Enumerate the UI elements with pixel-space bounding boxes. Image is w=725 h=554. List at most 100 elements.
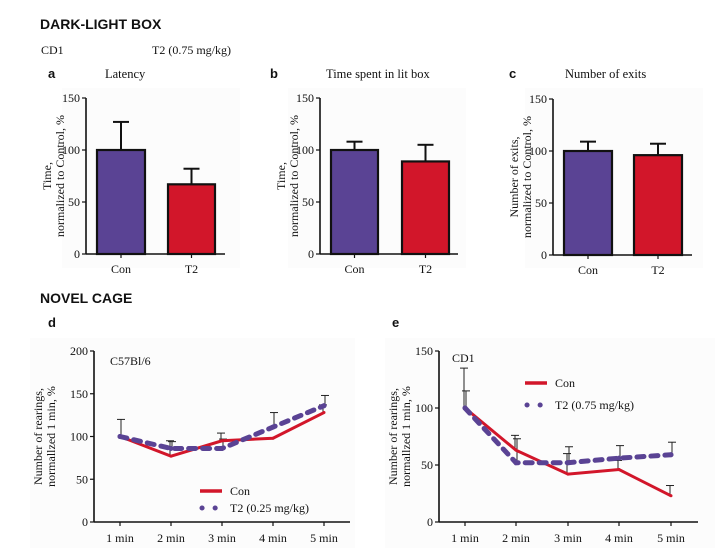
panel-c-title: Number of exits [565,67,647,81]
data-point [168,445,174,451]
plot-background [30,338,355,548]
data-point [617,468,621,472]
y-axis-label-line: Number of rearings, [386,388,400,485]
data-point [566,472,570,476]
panel-d-letter: d [48,315,56,330]
y-axis-label-line: Time, [274,162,288,190]
y-axis-label-line: normalized to Control, % [53,115,67,237]
y-tick-label: 0 [541,248,547,262]
x-tick-label: Con [111,262,131,276]
panel-e-letter: e [392,315,400,330]
y-axis-label-line: Time, [40,162,54,190]
y-tick-label: 50 [76,472,88,486]
bar-con [329,148,380,256]
y-tick-label: 100 [415,401,433,415]
x-tick-label: Con [578,263,598,277]
y-tick-label: 200 [70,344,88,358]
data-point [668,452,674,458]
y-tick-label: 50 [302,195,314,209]
x-tick-label: 1 min [451,531,479,545]
dose-label: T2 (0.75 mg/kg) [152,43,231,57]
data-point [321,403,327,409]
y-tick-label: 0 [82,515,88,529]
x-tick-label: T2 [651,263,664,277]
strain-label: CD1 [41,43,64,57]
data-point [462,405,468,411]
y-tick-label: 0 [308,247,314,261]
y-tick-label: 150 [296,91,314,105]
y-axis-label: Time,normalized to Control, % [40,115,67,237]
y-tick-label: 100 [70,430,88,444]
x-tick-label: 4 min [259,531,287,545]
y-tick-label: 150 [529,92,547,106]
x-tick-label: 2 min [157,531,185,545]
data-point [169,454,173,458]
dark-light-box-title: DARK-LIGHT BOX [40,16,162,32]
y-axis-label: Number of rearings,normallzed 1 min, % [31,386,58,487]
legend-label: Con [230,484,250,498]
y-axis-label: Number of rearings,normallzed 1 min, % [386,386,413,487]
panel-c-letter: c [509,66,517,81]
panel-e-chart: 0 50 100 150 Number of rearings,normallzed 1… [385,338,715,548]
x-tick-label: 5 min [310,531,338,545]
data-point [220,439,224,443]
data-point [669,494,673,498]
panel-b-chart: 0 50 100 150 Time,normalized to Control, % Co… [274,88,466,276]
panel-b-letter: b [270,66,278,81]
plot-background [385,338,715,548]
x-tick-label: T2 [419,262,432,276]
panel-a-chart: 0 50 100 150 Time,normalized to Control, % Co… [40,88,240,276]
x-tick-label: 3 min [208,531,236,545]
bar-t2 [166,183,217,256]
y-tick-label: 150 [62,91,80,105]
x-tick-label: 2 min [502,531,530,545]
y-axis-label-line: Number of rearings, [31,388,45,485]
y-axis-label-line: normallzed 1 min, % [44,386,58,487]
panel-a-title: Latency [105,67,146,81]
x-tick-label: T2 [185,262,198,276]
panel-c-chart: 0 50 100 150 Number of exits,normalized to C… [507,88,703,277]
data-point [616,455,622,461]
y-tick-label: 0 [427,515,433,529]
bar-con [95,148,147,256]
strain-annotation: CD1 [452,351,475,365]
y-axis-label-line: normalized to Control, % [520,116,534,238]
x-tick-label: 3 min [554,531,582,545]
y-axis-label: Time,normalized to Control, % [274,115,301,237]
panel-b-title: Time spent in lit box [326,67,430,81]
x-tick-label: 1 min [106,531,134,545]
data-point [117,434,123,439]
data-point [271,436,275,440]
panel-a-letter: a [48,66,56,81]
data-point [270,424,276,430]
y-tick-label: 150 [70,387,88,401]
y-axis-label: Number of exits,normalized to Control, % [507,116,534,238]
data-point [514,448,518,452]
bar-con [562,149,614,257]
data-point [565,460,571,466]
data-point [219,445,225,451]
y-axis-label-line: Number of exits, [507,137,521,218]
y-tick-label: 100 [296,143,314,157]
x-tick-label: Con [344,262,364,276]
y-tick-label: 50 [68,195,80,209]
y-tick-label: 50 [535,196,547,210]
novel-cage-title: NOVEL CAGE [40,290,133,306]
data-point [322,411,326,415]
y-tick-label: 100 [529,144,547,158]
data-point [513,460,519,466]
panel-d-chart: 0 50 100 150 200 Number of rearings,normallze… [30,338,355,548]
legend-label: Con [555,376,575,390]
strain-annotation: C57Bl/6 [110,354,151,368]
y-tick-label: 0 [74,247,80,261]
x-tick-label: 5 min [657,531,685,545]
y-tick-label: 50 [421,458,433,472]
y-tick-label: 150 [415,344,433,358]
y-axis-label-line: normallzed 1 min, % [399,386,413,487]
y-axis-label-line: normalized to Control, % [287,115,301,237]
legend-label: T2 (0.25 mg/kg) [230,501,309,515]
bar-t2 [632,154,684,257]
y-tick-label: 100 [62,143,80,157]
legend-label: T2 (0.75 mg/kg) [555,398,634,412]
